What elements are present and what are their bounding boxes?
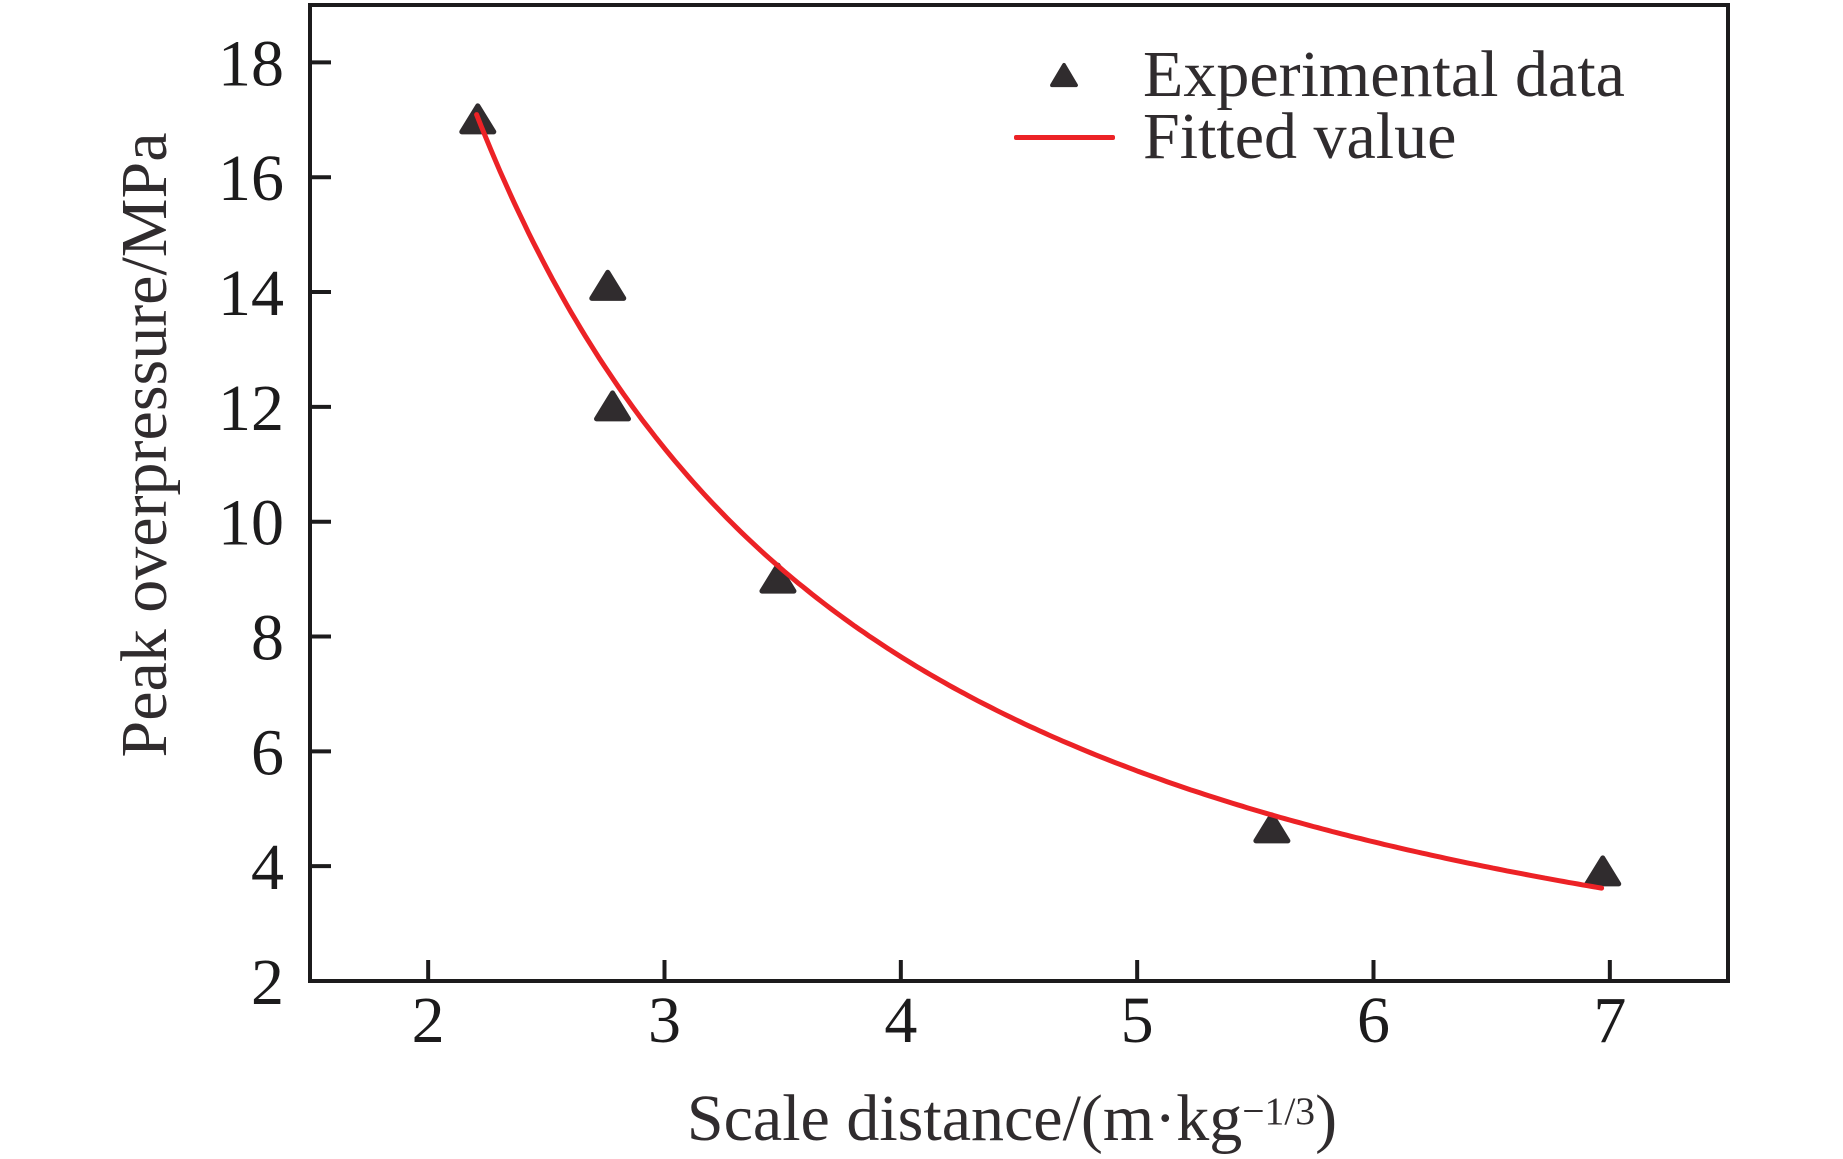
- x-tick-label: 5: [1121, 984, 1154, 1057]
- y-tick-label: 6: [251, 716, 284, 789]
- x-axis-title-suffix: ): [1315, 1082, 1338, 1155]
- legend-label: Experimental data: [1143, 38, 1625, 111]
- plot-frame: [308, 3, 1730, 983]
- y-tick-label: 16: [218, 142, 284, 215]
- line-marker-icon: [1013, 134, 1115, 140]
- data-point-triangle: [1253, 812, 1291, 844]
- x-tick-label: 4: [884, 984, 917, 1057]
- fitted-curve: [474, 112, 1605, 891]
- y-tick-label: 10: [218, 487, 284, 560]
- x-tick-label: 7: [1593, 984, 1626, 1057]
- y-tick-label: 2: [251, 946, 284, 1019]
- data-point-triangle: [589, 269, 627, 301]
- legend-label: Fitted value: [1143, 100, 1457, 173]
- x-tick-label: 3: [648, 984, 681, 1057]
- fitted-curve-line: [474, 112, 1605, 891]
- y-axis-title: Peak overpressure/MPa: [108, 132, 181, 758]
- axis-tick-labels: 2 3 4 5 6 7 2 4 6 8 10 12 14 16 18: [218, 27, 1626, 1057]
- legend-marker: [1005, 134, 1123, 140]
- x-axis-title: Scale distance/(m·kg−1/3): [687, 1086, 1337, 1152]
- y-tick-label: 12: [218, 372, 284, 445]
- legend: Experimental data Fitted value: [1005, 38, 1625, 173]
- legend-item-fitted-value: Fitted value: [1005, 100, 1625, 173]
- x-axis-title-exponent: −1/3: [1242, 1089, 1316, 1133]
- data-point-triangle: [594, 390, 632, 422]
- triangle-marker-icon: [1050, 62, 1078, 88]
- y-tick-label: 14: [218, 257, 284, 330]
- experimental-data-points: [459, 103, 1622, 887]
- y-tick-label: 8: [251, 602, 284, 675]
- y-tick-label: 18: [218, 27, 284, 100]
- data-point-triangle: [759, 562, 797, 594]
- x-tick-label: 2: [412, 984, 445, 1057]
- x-axis-title-prefix: Scale distance/(m·kg: [686, 1082, 1243, 1155]
- legend-item-experimental-data: Experimental data: [1005, 38, 1625, 111]
- data-point-triangle: [1584, 855, 1622, 887]
- y-tick-label: 4: [251, 831, 284, 904]
- axis-ticks: [310, 60, 1612, 983]
- legend-marker: [1005, 62, 1123, 88]
- x-tick-label: 6: [1357, 984, 1390, 1057]
